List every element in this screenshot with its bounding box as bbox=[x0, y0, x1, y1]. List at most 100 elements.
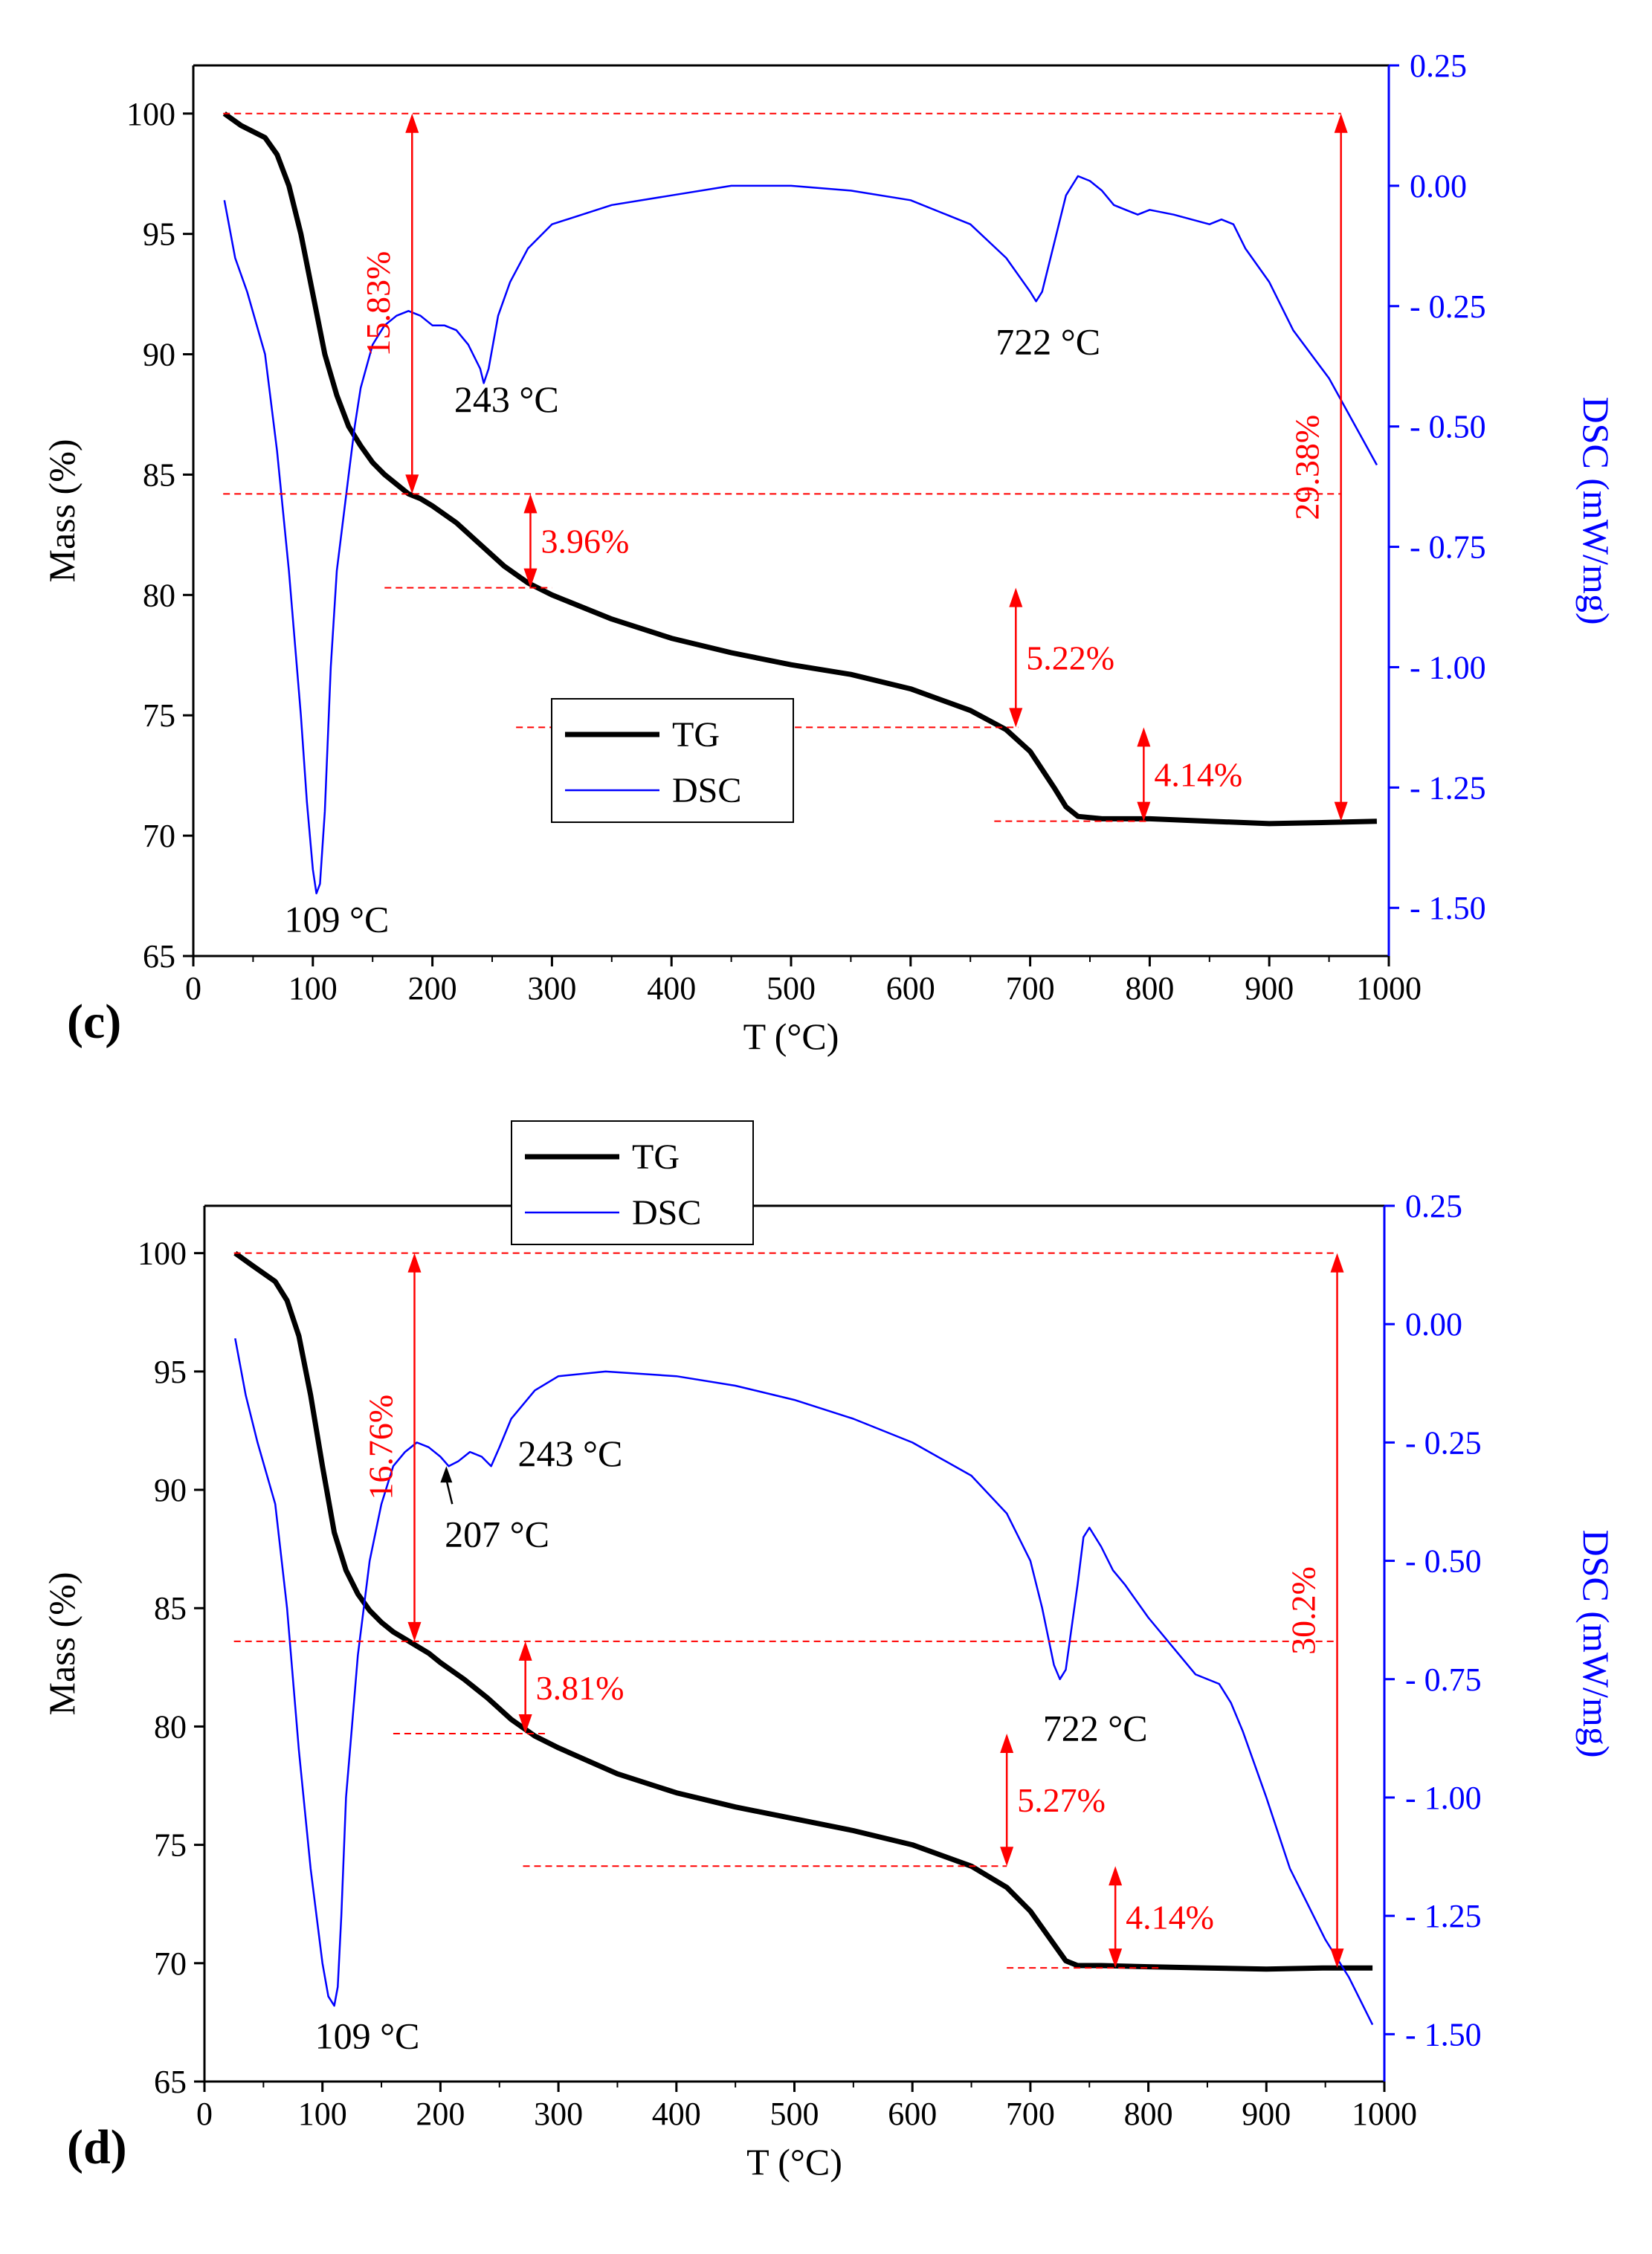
peak-label: 109 °C bbox=[315, 2015, 420, 2056]
x-tick-label: 300 bbox=[527, 970, 576, 1007]
y-axis-label-right: DSC (mW/mg) bbox=[1575, 397, 1617, 625]
y-tick-label-left: 100 bbox=[138, 1236, 187, 1272]
arrow-head-up bbox=[1009, 587, 1023, 607]
peak-pointer-line bbox=[445, 1479, 454, 1505]
arrow-head-up bbox=[1334, 113, 1348, 133]
arrow-head-down bbox=[523, 568, 538, 588]
y-tick-label-left: 85 bbox=[143, 456, 175, 493]
series-tg-line bbox=[233, 1250, 1373, 1972]
x-tick-label: 500 bbox=[770, 2096, 819, 2132]
x-tick-label: 600 bbox=[886, 970, 935, 1007]
peak-pointer-head bbox=[440, 1466, 453, 1483]
arrow-head-down bbox=[1137, 801, 1151, 821]
x-tick-label: 100 bbox=[298, 2096, 347, 2132]
y-tick-label-left: 100 bbox=[126, 96, 175, 132]
x-tick-label: 900 bbox=[1242, 2096, 1291, 2132]
y-axis-label-left: Mass (%) bbox=[41, 439, 83, 582]
legend-box bbox=[551, 698, 794, 823]
y-tick-label-right: - 1.25 bbox=[1410, 769, 1486, 806]
y-tick-label-right: 0.25 bbox=[1410, 48, 1467, 84]
arrow-head-down bbox=[405, 474, 419, 494]
y-tick-label-right: - 1.50 bbox=[1405, 2016, 1482, 2053]
mass-loss-label: 5.27% bbox=[1017, 1781, 1106, 1819]
y-axis-label-right: DSC (mW/mg) bbox=[1575, 1530, 1617, 1758]
x-tick-label: 400 bbox=[652, 2096, 701, 2132]
legend: TG DSC bbox=[551, 698, 794, 823]
y-tick-label-right: - 0.25 bbox=[1405, 1424, 1482, 1461]
y-tick-label-left: 90 bbox=[143, 337, 175, 373]
x-tick-label: 800 bbox=[1124, 2096, 1173, 2132]
legend-label-tg: TG bbox=[632, 1137, 680, 1177]
legend-label-dsc: DSC bbox=[672, 771, 741, 810]
panel-label: (d) bbox=[67, 2120, 127, 2174]
arrow-head-down bbox=[1000, 1847, 1014, 1867]
peak-label: 722 °C bbox=[1043, 1708, 1148, 1749]
panel-c: 0 100 200 300 400 500 600 700 800 900 1000 65 70 75 80… bbox=[41, 48, 1617, 1057]
y-tick-label-right: 0.25 bbox=[1405, 1188, 1462, 1224]
series-tg-line bbox=[222, 111, 1377, 827]
arrow-head-up bbox=[1330, 1253, 1344, 1273]
arrow-head-up bbox=[405, 113, 419, 133]
y-tick-label-left: 70 bbox=[154, 1945, 187, 1982]
peak-label: 207 °C bbox=[445, 1513, 549, 1554]
y-tick-label-right: - 0.25 bbox=[1410, 288, 1486, 325]
mass-loss-label: 15.83% bbox=[359, 251, 397, 357]
y-tick-label-right: 0.00 bbox=[1405, 1306, 1462, 1343]
series-dsc-line bbox=[223, 175, 1378, 895]
arrow-head-down bbox=[1330, 1948, 1344, 1969]
x-tick-label: 1000 bbox=[1352, 2096, 1417, 2132]
peak-label: 722 °C bbox=[996, 321, 1100, 363]
arrow-head-up bbox=[1137, 727, 1151, 747]
x-tick-label: 100 bbox=[288, 970, 338, 1007]
arrow-head-up bbox=[407, 1253, 422, 1273]
x-tick-label: 1000 bbox=[1356, 970, 1422, 1007]
legend-label-tg: TG bbox=[672, 715, 720, 755]
arrow-head-down bbox=[1109, 1948, 1123, 1969]
x-tick-label: 300 bbox=[534, 2096, 583, 2132]
x-axis-label: T (°C) bbox=[743, 1015, 839, 1057]
x-axis-label: T (°C) bbox=[746, 2141, 842, 2183]
y-tick-label-right: 0.00 bbox=[1410, 168, 1467, 204]
y-tick-label-left: 75 bbox=[143, 697, 175, 734]
arrow-head-up bbox=[1109, 1866, 1123, 1886]
arrow-head-down bbox=[518, 1714, 532, 1734]
x-tick-label: 0 bbox=[185, 970, 201, 1007]
y-tick-label-right: - 0.75 bbox=[1410, 529, 1486, 566]
y-tick-label-left: 75 bbox=[154, 1827, 187, 1864]
y-tick-label-right: - 0.50 bbox=[1405, 1543, 1482, 1580]
mass-loss-label: 30.2% bbox=[1285, 1566, 1323, 1655]
y-tick-label-left: 90 bbox=[154, 1472, 187, 1508]
x-tick-label: 500 bbox=[767, 970, 816, 1007]
y-tick-label-left: 95 bbox=[154, 1354, 187, 1390]
series-dsc-line bbox=[234, 1338, 1374, 2026]
y-tick-label-left: 65 bbox=[154, 2064, 187, 2100]
arrow-head-up bbox=[518, 1641, 532, 1661]
y-tick-label-left: 85 bbox=[154, 1590, 187, 1627]
x-tick-label: 200 bbox=[408, 970, 457, 1007]
arrow-head-down bbox=[407, 1621, 422, 1641]
arrow-head-up bbox=[1000, 1733, 1014, 1753]
x-tick-label: 900 bbox=[1245, 970, 1294, 1007]
x-tick-label: 700 bbox=[1006, 970, 1055, 1007]
x-tick-label: 400 bbox=[647, 970, 696, 1007]
legend-label-dsc: DSC bbox=[632, 1193, 701, 1233]
x-tick-label: 0 bbox=[196, 2096, 213, 2132]
y-tick-label-right: - 1.00 bbox=[1410, 649, 1486, 685]
peak-label: 243 °C bbox=[454, 378, 559, 420]
arrow-head-down bbox=[1334, 801, 1348, 821]
legend: TG DSC bbox=[511, 1120, 754, 1245]
mass-loss-label: 3.96% bbox=[541, 522, 629, 560]
arrow-head-down bbox=[1009, 708, 1023, 728]
y-tick-label-right: - 1.00 bbox=[1405, 1780, 1482, 1816]
y-tick-label-right: - 1.25 bbox=[1405, 1898, 1482, 1934]
x-tick-label: 800 bbox=[1125, 970, 1174, 1007]
y-tick-label-left: 65 bbox=[143, 938, 175, 975]
x-tick-label: 700 bbox=[1006, 2096, 1055, 2132]
peak-label: 243 °C bbox=[518, 1433, 623, 1474]
x-tick-label: 600 bbox=[888, 2096, 937, 2132]
mass-loss-label: 3.81% bbox=[536, 1669, 625, 1707]
y-tick-label-left: 70 bbox=[143, 818, 175, 854]
mass-loss-label: 4.14% bbox=[1126, 1899, 1214, 1937]
x-tick-label: 200 bbox=[416, 2096, 465, 2132]
